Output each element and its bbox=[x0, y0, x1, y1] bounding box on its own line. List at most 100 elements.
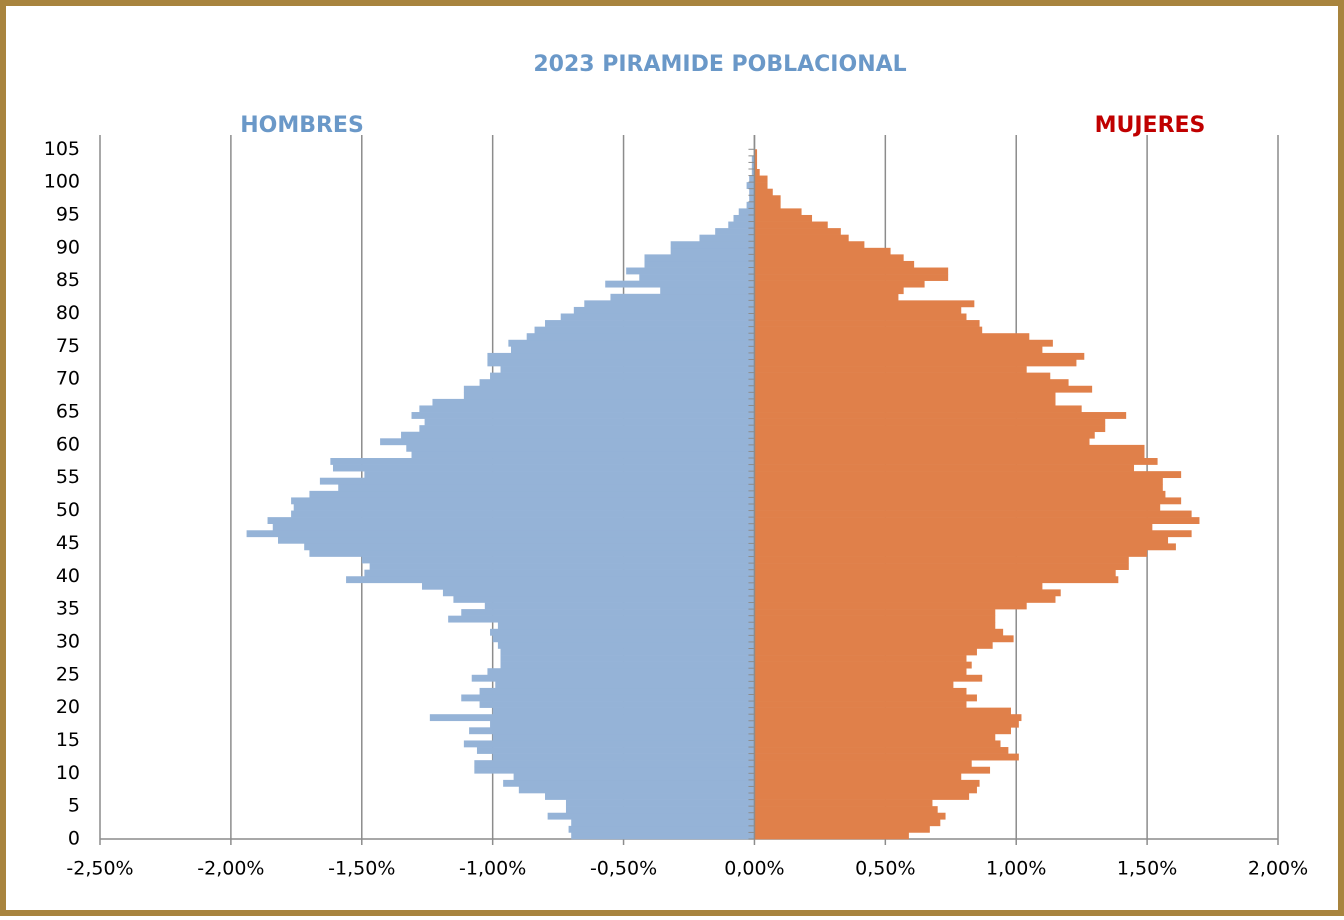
bar bbox=[492, 635, 755, 643]
y-tick-label: 95 bbox=[56, 203, 80, 225]
bar bbox=[429, 714, 755, 722]
bar bbox=[754, 648, 977, 656]
bar bbox=[749, 195, 755, 203]
bar bbox=[754, 201, 781, 209]
bar bbox=[605, 280, 755, 288]
bar bbox=[309, 490, 755, 498]
bar bbox=[487, 352, 755, 360]
bar bbox=[448, 615, 755, 623]
x-tick-label: 0,00% bbox=[724, 858, 784, 880]
y-tick-label: 30 bbox=[56, 630, 80, 652]
bar bbox=[406, 444, 755, 452]
bar bbox=[644, 254, 755, 262]
bar bbox=[754, 471, 1182, 479]
bar bbox=[484, 602, 755, 610]
bar bbox=[754, 556, 1129, 564]
bar bbox=[754, 628, 1004, 636]
bar bbox=[754, 366, 1027, 373]
bar bbox=[754, 155, 758, 163]
bar bbox=[754, 484, 1163, 492]
bar bbox=[754, 510, 1192, 518]
bar bbox=[754, 523, 1153, 531]
bar bbox=[474, 766, 755, 774]
bar bbox=[754, 661, 972, 669]
bar bbox=[479, 687, 755, 695]
bar bbox=[754, 300, 975, 308]
bar bbox=[754, 569, 1116, 577]
bar bbox=[463, 392, 755, 400]
x-tick-label: -2,50% bbox=[66, 858, 133, 880]
bar bbox=[754, 359, 1077, 367]
bar bbox=[754, 214, 813, 222]
bar bbox=[424, 418, 755, 426]
y-tick-label: 105 bbox=[44, 138, 80, 160]
bar bbox=[754, 589, 1061, 597]
y-tick-label: 55 bbox=[56, 466, 80, 488]
bar bbox=[754, 714, 1022, 722]
bar bbox=[754, 392, 1056, 400]
bar bbox=[670, 241, 755, 249]
bar bbox=[754, 530, 1192, 538]
x-tick-label: 1,00% bbox=[986, 858, 1046, 880]
bar bbox=[492, 707, 755, 715]
bar bbox=[754, 766, 991, 774]
bar bbox=[518, 786, 755, 794]
bar bbox=[754, 306, 962, 314]
bar bbox=[421, 582, 755, 590]
bar bbox=[754, 825, 930, 833]
bar bbox=[332, 464, 755, 472]
bar bbox=[369, 563, 755, 570]
bar bbox=[754, 195, 781, 203]
bar bbox=[754, 701, 967, 708]
y-tick-label: 65 bbox=[56, 401, 80, 423]
bar bbox=[291, 510, 755, 518]
y-tick-label: 45 bbox=[56, 532, 80, 554]
y-tick-label: 50 bbox=[56, 499, 80, 521]
bar bbox=[754, 431, 1095, 439]
bar bbox=[670, 247, 755, 255]
bar bbox=[754, 274, 949, 281]
bar bbox=[476, 747, 755, 754]
x-tick-label: -1,50% bbox=[328, 858, 395, 880]
bar bbox=[754, 188, 773, 196]
bar bbox=[380, 438, 755, 446]
x-tick-label: -0,50% bbox=[590, 858, 657, 880]
bar bbox=[754, 687, 967, 695]
legend-label: HOMBRES bbox=[240, 113, 364, 138]
bar bbox=[751, 162, 755, 170]
bar bbox=[749, 175, 755, 183]
bar bbox=[754, 779, 980, 787]
bar bbox=[728, 221, 755, 229]
bar bbox=[419, 405, 755, 413]
bar bbox=[754, 615, 996, 623]
x-tick-label: -1,00% bbox=[459, 858, 526, 880]
bar bbox=[754, 346, 1043, 354]
bar bbox=[754, 819, 941, 827]
bar bbox=[565, 806, 755, 814]
bar bbox=[500, 366, 755, 373]
bar bbox=[754, 694, 977, 702]
bar bbox=[754, 674, 983, 682]
bar bbox=[487, 668, 755, 676]
bar bbox=[754, 234, 849, 242]
bar bbox=[754, 549, 1148, 557]
bar bbox=[442, 589, 755, 597]
x-tick-label: 2,00% bbox=[1248, 858, 1308, 880]
y-tick-label: 5 bbox=[68, 795, 80, 817]
bar bbox=[419, 425, 755, 433]
bar bbox=[497, 622, 755, 630]
bar bbox=[754, 444, 1145, 452]
bar bbox=[754, 595, 1056, 603]
x-tick-label: -2,00% bbox=[197, 858, 264, 880]
bar bbox=[754, 418, 1106, 426]
bar bbox=[754, 247, 891, 255]
bar bbox=[565, 799, 755, 807]
bar bbox=[754, 681, 954, 689]
y-tick-label: 80 bbox=[56, 302, 80, 324]
bar bbox=[754, 405, 1082, 413]
x-tick-label: 0,50% bbox=[855, 858, 915, 880]
bar bbox=[754, 786, 977, 794]
bar bbox=[754, 740, 1001, 748]
bar bbox=[754, 208, 802, 216]
bar bbox=[754, 412, 1127, 419]
